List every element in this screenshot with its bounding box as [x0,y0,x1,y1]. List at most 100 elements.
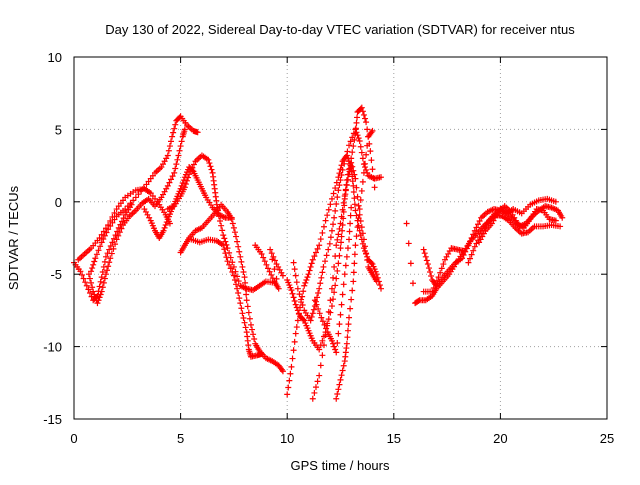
data-point [260,254,267,261]
data-point [350,278,357,285]
data-point [305,271,312,278]
data-point [82,279,89,286]
data-point [356,206,363,213]
data-point [316,285,323,292]
data-point [335,330,342,337]
data-point [291,338,298,345]
data-point [168,138,175,145]
data-point [268,250,275,257]
data-point [346,236,353,243]
data-point [333,275,340,282]
data-point [290,294,297,301]
data-point [166,143,173,150]
data-point [341,271,348,278]
data-point [85,286,92,293]
data-point [223,254,230,261]
data-point [176,114,183,121]
data-point [369,166,376,173]
data-point [285,384,292,391]
data-point [93,251,100,258]
data-point [331,214,338,221]
data-point [171,125,178,132]
data-point [246,315,253,322]
data-point [403,220,410,227]
data-point [319,269,326,276]
data-point [135,191,142,198]
data-point [300,316,307,323]
data-point [331,263,338,270]
data-point [320,263,327,270]
data-point [243,297,250,304]
data-point [233,233,240,240]
data-point [307,317,314,324]
data-point [358,104,365,111]
data-point [476,217,483,224]
data-point [177,143,184,150]
data-point [367,148,374,155]
data-point [118,225,125,232]
data-point [237,253,244,260]
data-point [236,295,243,302]
data-point [337,311,344,318]
data-point [331,289,338,296]
data-point [268,271,275,278]
data-point [235,278,242,285]
data-point [221,235,228,242]
data-point [330,221,337,228]
data-point [309,310,316,317]
data-point [376,282,383,289]
data-point [317,236,324,243]
data-point [339,166,346,173]
data-point [103,229,110,236]
data-point [296,291,303,298]
data-point [312,249,319,256]
data-point [265,265,272,272]
data-point [364,126,371,133]
data-point [359,230,366,237]
data-point [407,260,414,267]
y-tick-label: -15 [43,412,62,427]
data-point [423,257,430,264]
data-point [424,261,431,268]
data-point [83,282,90,289]
data-point [354,224,361,231]
data-point [337,376,344,383]
data-point [258,250,265,257]
data-point [269,275,276,282]
data-point [100,228,107,235]
data-point [275,285,282,292]
data-point [435,274,442,281]
data-point [330,190,337,197]
data-point [333,395,340,402]
data-point [332,253,339,260]
plot-frame [73,56,608,420]
data-point [189,164,196,171]
data-point [356,227,363,234]
data-point [101,275,108,282]
data-point [161,224,168,231]
data-point [291,266,298,273]
data-point [241,319,248,326]
data-point [341,193,348,200]
data-point [273,275,280,282]
data-point [178,182,185,189]
data-point [314,378,321,385]
data-point [172,121,179,128]
data-point [187,168,194,175]
data-point [105,226,112,233]
data-point [99,284,106,291]
data-point [98,274,105,281]
y-tick-label: -10 [43,340,62,355]
data-point [235,290,242,297]
data-point [218,222,225,229]
data-point [88,279,95,286]
data-point [335,386,342,393]
data-point [176,147,183,154]
data-point [96,294,103,301]
chart-title: Day 130 of 2022, Sidereal Day-to-day VTE… [105,22,575,37]
data-point [101,232,108,239]
series-trace-20 [476,203,559,246]
data-point [334,339,341,346]
data-point [290,347,297,354]
data-point [238,305,245,312]
